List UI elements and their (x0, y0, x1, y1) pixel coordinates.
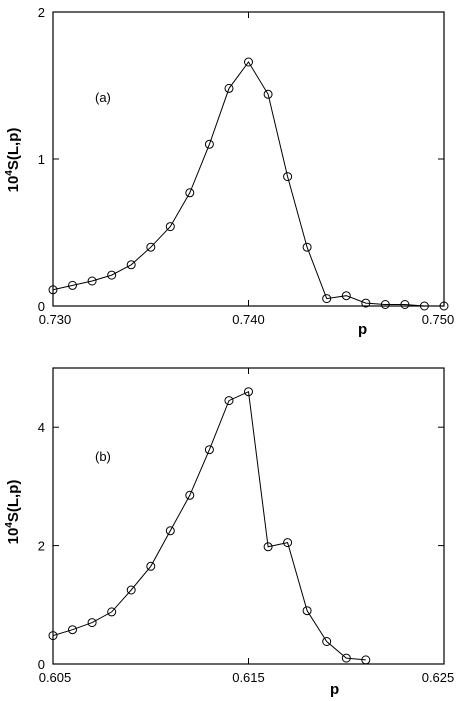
data-point (48, 631, 58, 641)
data-point (68, 625, 77, 635)
series-line (52, 390, 366, 661)
data-point (204, 139, 214, 149)
data-point (185, 188, 195, 198)
data-point (165, 222, 175, 232)
x-tick-label: 0.615 (232, 670, 265, 685)
data-point (204, 445, 214, 455)
y-axis-label-suffix: S(L,p) (5, 480, 22, 523)
data-point (126, 585, 136, 595)
y-tick-label: 2 (38, 5, 45, 20)
data-point (87, 618, 97, 628)
data-point (107, 270, 117, 280)
data-point (361, 298, 371, 308)
data-marks (48, 57, 449, 311)
data-point (302, 606, 312, 616)
x-tick-label: 0.750 (422, 312, 455, 327)
data-point (283, 538, 293, 548)
y-axis-label-prefix: 10 (5, 528, 22, 545)
x-tick-label: 0.730 (39, 312, 72, 327)
panel-label: (b) (95, 449, 111, 464)
data-point (126, 260, 136, 270)
data-point (263, 542, 273, 552)
x-axis-label: p (330, 681, 339, 698)
y-tick-label: 0 (38, 299, 45, 314)
panel-a: (a) p 104S(L,p) 0.730 0.740 0.750 0 1 2 (4, 5, 454, 338)
plot-frame (52, 11, 445, 307)
data-point (224, 396, 234, 406)
y-axis-label-prefix: 10 (5, 176, 22, 193)
data-point (322, 637, 332, 646)
data-point (87, 276, 97, 286)
data-point (107, 607, 117, 617)
data-point (341, 291, 351, 301)
data-point (146, 561, 156, 571)
data-point (185, 490, 195, 500)
series-line (52, 61, 444, 307)
x-tick-label: 0.625 (422, 670, 455, 685)
x-tick-label: 0.740 (232, 312, 265, 327)
y-axis-label-exponent: 4 (4, 170, 15, 176)
y-axis-label-exponent: 4 (4, 522, 15, 528)
data-point (244, 57, 253, 67)
y-tick-label: 0 (38, 657, 45, 672)
axis-ticks: 0.605 0.615 0.625 0 2 4 (38, 368, 455, 685)
svg-text:104S(L,p): 104S(L,p) (4, 480, 22, 545)
y-axis-label: 104S(L,p) (4, 480, 22, 545)
data-point (439, 301, 449, 311)
data-point (302, 242, 312, 252)
data-point (400, 300, 410, 309)
svg-text:104S(L,p): 104S(L,p) (4, 128, 22, 193)
x-axis-label: p (358, 321, 367, 338)
data-point (361, 655, 371, 665)
y-axis-label-suffix: S(L,p) (5, 128, 22, 171)
y-tick-label: 4 (38, 420, 45, 435)
panel-label: (a) (95, 90, 111, 105)
plot-frame (52, 367, 445, 665)
data-point (341, 653, 351, 663)
y-tick-label: 1 (38, 152, 45, 167)
data-point (419, 301, 429, 311)
data-marks (48, 387, 371, 665)
data-point (68, 280, 77, 290)
x-tick-label: 0.605 (39, 670, 72, 685)
data-point (244, 387, 253, 397)
data-point (263, 89, 273, 99)
data-point (322, 294, 332, 304)
y-tick-label: 2 (38, 539, 45, 554)
data-point (165, 526, 175, 536)
data-point (48, 285, 58, 295)
data-point (283, 172, 293, 182)
data-point (146, 242, 156, 252)
y-axis-label: 104S(L,p) (4, 128, 22, 193)
data-point (380, 300, 390, 309)
data-point (224, 83, 234, 93)
